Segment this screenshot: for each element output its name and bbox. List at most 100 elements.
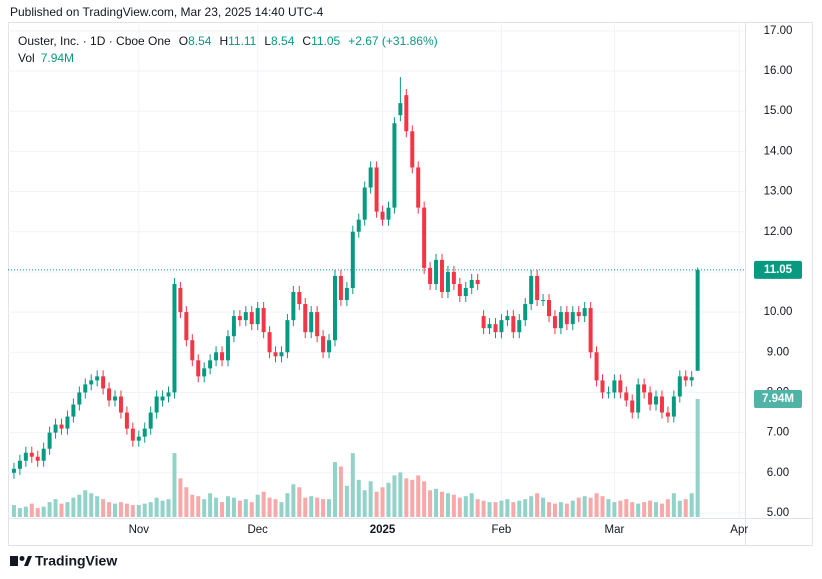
candle-body — [83, 384, 88, 393]
volume-bar — [172, 453, 177, 517]
volume-bar — [297, 487, 302, 517]
chart-frame — [8, 22, 813, 546]
candle-body — [321, 336, 326, 353]
volume-bar — [184, 487, 189, 517]
volume-bar — [273, 499, 278, 517]
volume-bar — [457, 497, 462, 517]
volume-bar — [190, 494, 195, 517]
volume-bar — [398, 472, 403, 517]
candle-body — [315, 312, 320, 337]
candle-body — [344, 287, 349, 301]
volume-bar — [291, 484, 296, 517]
y-tick-label: 12.00 — [764, 226, 793, 238]
volume-bar — [481, 500, 486, 517]
volume-bar — [517, 500, 522, 517]
candle-body — [327, 340, 332, 353]
volume-bar — [202, 499, 207, 517]
candle-body — [541, 300, 546, 302]
candle-body — [243, 312, 248, 321]
volume-bar — [558, 502, 563, 517]
volume-bar — [493, 502, 498, 517]
brand-name: TradingView — [35, 553, 117, 569]
candle-body — [231, 316, 236, 337]
published-note: Published on TradingView.com, Mar 23, 20… — [10, 5, 324, 19]
candle-body — [630, 400, 635, 413]
candle-body — [225, 336, 230, 361]
volume-bar — [255, 494, 260, 517]
candle-body — [356, 219, 361, 232]
volume-bar — [487, 502, 492, 517]
candle-body — [475, 279, 480, 284]
volume-tag — [754, 389, 802, 408]
volume-bar — [208, 493, 213, 517]
volume-legend: Vol 7.94M — [18, 51, 74, 65]
x-tick-label: Nov — [129, 524, 150, 536]
volume-bar — [148, 502, 153, 517]
candle-body — [642, 384, 647, 393]
candle-body — [338, 275, 343, 301]
volume-bars — [11, 398, 700, 517]
volume-bar — [332, 462, 337, 517]
candle-body — [547, 300, 552, 317]
candle-body — [582, 308, 587, 317]
volume-bar — [83, 490, 88, 517]
volume-bar — [671, 493, 676, 517]
candle-body — [618, 380, 623, 393]
volume-bar — [237, 500, 242, 517]
candle-body — [208, 360, 213, 369]
volume-tag-label: 7.94M — [762, 393, 794, 405]
volume-bar — [23, 506, 28, 517]
candle-body — [683, 376, 688, 381]
volume-bar — [113, 503, 118, 517]
volume-bar — [677, 500, 682, 517]
candle-body — [487, 324, 492, 329]
volume-bar — [541, 497, 546, 517]
y-tick-label: 5.00 — [767, 507, 789, 519]
volume-bar — [576, 497, 581, 517]
open-value: 8.54 — [188, 34, 212, 48]
candle-body — [95, 376, 100, 381]
volume-bar — [499, 500, 504, 517]
candle-body — [558, 312, 563, 329]
candle-body — [529, 275, 534, 305]
y-tick-label: 15.00 — [764, 105, 793, 117]
candle-body — [606, 392, 611, 394]
volume-bar — [648, 500, 653, 517]
volume-bar — [107, 502, 112, 517]
candle-body — [386, 207, 391, 220]
volume-bar — [29, 503, 34, 517]
candle-body — [368, 167, 373, 188]
volume-bar — [374, 491, 379, 517]
candle-body — [434, 259, 439, 284]
candle-body — [113, 396, 118, 401]
candle-body — [118, 396, 123, 413]
volume-bar — [243, 499, 248, 517]
volume-bar — [267, 497, 272, 517]
volume-bar — [321, 499, 326, 517]
candle-body — [654, 396, 659, 405]
x-tick-label: Mar — [604, 524, 624, 536]
volume-bar — [665, 499, 670, 517]
x-tick-label: Dec — [247, 524, 268, 536]
candle-body — [148, 412, 153, 429]
candle-body — [59, 424, 64, 429]
volume-bar — [95, 496, 100, 517]
candle-body — [398, 103, 403, 116]
candle-body — [511, 316, 516, 333]
logo-part — [19, 556, 25, 561]
x-tick-label: Feb — [492, 524, 512, 536]
ohlc-letter: H — [219, 34, 228, 48]
volume-bar — [683, 499, 688, 517]
x-tick-label: Apr — [730, 524, 748, 536]
ohlc-letter: L — [264, 34, 271, 48]
y-tick-label: 9.00 — [767, 346, 789, 358]
volume-bar — [261, 491, 266, 517]
candle-body — [463, 287, 468, 297]
volume-bar — [624, 499, 629, 517]
candle-body — [124, 412, 129, 429]
candle-body — [255, 308, 260, 325]
candle-body — [445, 271, 450, 292]
candle-body — [267, 332, 272, 353]
candle-body — [65, 416, 70, 429]
high-value: 11.11 — [228, 34, 257, 48]
